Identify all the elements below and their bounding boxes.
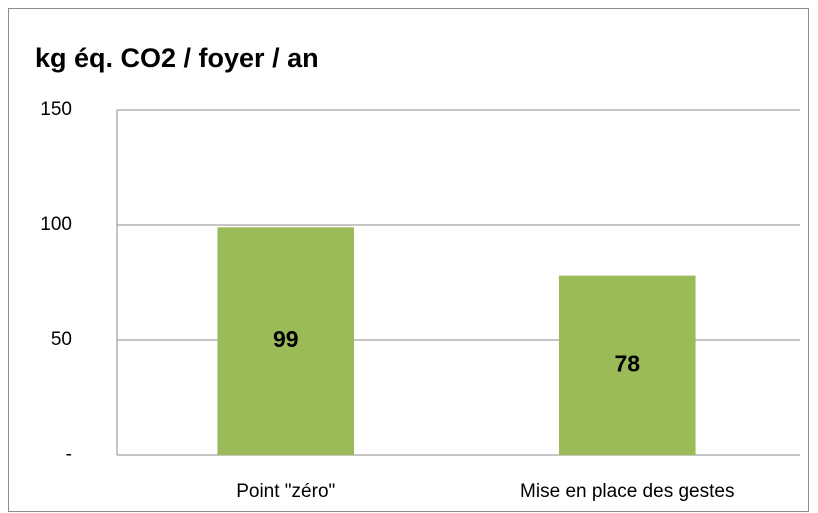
y-tick-label: 100 [40, 214, 72, 235]
data-label: 99 [273, 326, 299, 352]
y-tick-label: 50 [51, 329, 72, 350]
x-tick-label: Point "zéro" [236, 481, 335, 502]
x-tick-label: Mise en place des gestes [520, 481, 734, 502]
bar [558, 275, 696, 455]
bar [217, 227, 355, 455]
data-label: 78 [614, 350, 640, 376]
y-tick-label: 150 [40, 99, 72, 120]
y-tick-label: - [66, 444, 72, 465]
chart-title: kg éq. CO2 / foyer / an [35, 43, 319, 73]
